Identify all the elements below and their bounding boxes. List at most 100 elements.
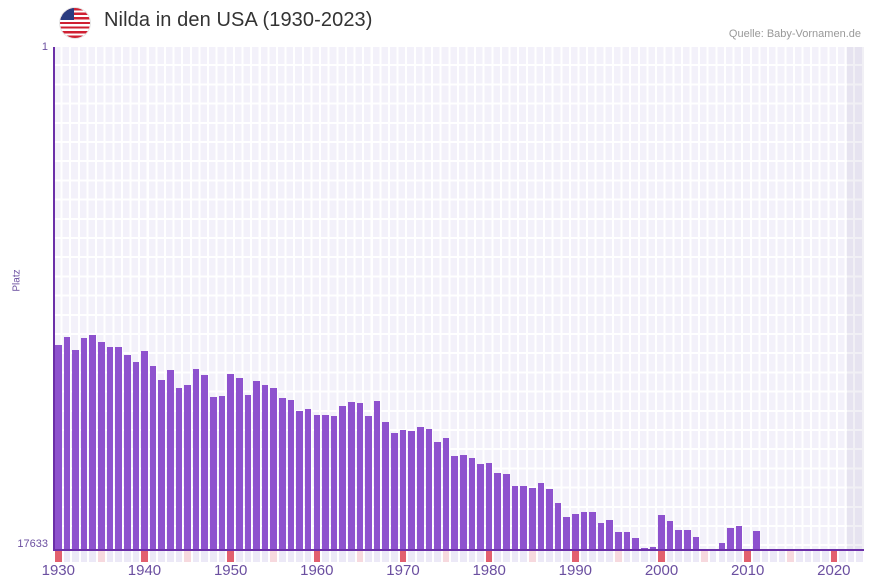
bar-1973[interactable] (425, 429, 433, 551)
bar-1989[interactable] (563, 517, 570, 551)
bar-2002[interactable] (675, 530, 683, 551)
bar-1996[interactable] (623, 532, 631, 551)
bar-1995[interactable] (615, 532, 622, 551)
bar-1968[interactable] (382, 422, 390, 551)
bar-1953[interactable] (253, 381, 260, 551)
bar-1955[interactable] (270, 388, 278, 551)
bar-1957[interactable] (287, 400, 295, 551)
bar-1992[interactable] (589, 512, 596, 551)
bar-1934[interactable] (89, 335, 97, 551)
bar-1933[interactable] (80, 338, 88, 551)
x-tick-1944 (175, 551, 183, 562)
x-tick-1964 (347, 551, 355, 562)
x-tick-2001 (666, 551, 674, 562)
bar-1950[interactable] (227, 374, 234, 551)
bar-1961[interactable] (322, 415, 329, 551)
bar-1938[interactable] (123, 355, 131, 551)
bar-1931[interactable] (63, 337, 71, 551)
bar-1963[interactable] (339, 406, 346, 551)
bar-1932[interactable] (72, 350, 79, 551)
bar-1966[interactable] (365, 416, 372, 551)
bar-1994[interactable] (606, 520, 614, 551)
bar-1943[interactable] (167, 370, 174, 551)
x-tick-2005 (701, 551, 708, 562)
bar-2009[interactable] (735, 526, 743, 551)
bar-2003[interactable] (684, 530, 691, 551)
bar-1969[interactable] (391, 433, 398, 551)
x-tick-1952 (244, 551, 252, 562)
bar-1991[interactable] (580, 512, 588, 551)
bar-1984[interactable] (520, 486, 527, 551)
bar-1952[interactable] (244, 395, 252, 551)
x-tick-1986 (537, 551, 545, 562)
bar-1962[interactable] (330, 416, 338, 551)
bar-1939[interactable] (132, 362, 140, 551)
bar-2004[interactable] (692, 537, 700, 551)
bar-1979[interactable] (477, 464, 484, 551)
bar-1949[interactable] (218, 396, 226, 551)
bar-1935[interactable] (98, 342, 105, 551)
x-tick-2017 (804, 551, 812, 562)
bar-1993[interactable] (597, 523, 605, 551)
bar-1985[interactable] (528, 488, 536, 551)
bar-1959[interactable] (304, 409, 312, 551)
bar-1980[interactable] (485, 463, 493, 551)
bar-1977[interactable] (460, 455, 467, 551)
bar-1930[interactable] (55, 345, 62, 551)
bar-1964[interactable] (347, 402, 355, 551)
bar-1958[interactable] (296, 411, 303, 551)
bar-1986[interactable] (537, 483, 545, 551)
x-tick-1961 (322, 551, 329, 562)
bar-1941[interactable] (149, 366, 157, 551)
x-tick-1998 (640, 551, 648, 562)
x-tick-1936 (106, 551, 114, 562)
bar-1982[interactable] (503, 474, 510, 551)
x-tick-1953 (253, 551, 260, 562)
bar-1965[interactable] (356, 403, 364, 551)
x-tick-2014 (778, 551, 786, 562)
bar-2011[interactable] (752, 531, 760, 551)
bar-1981[interactable] (494, 473, 502, 551)
x-tick-1939 (132, 551, 140, 562)
bar-1940[interactable] (141, 351, 148, 551)
x-tick-1994 (606, 551, 614, 562)
x-tick-1942 (158, 551, 165, 562)
bar-1948[interactable] (210, 397, 217, 551)
x-tick-1976 (451, 551, 458, 562)
x-tick-1989 (563, 551, 570, 562)
bar-1990[interactable] (572, 514, 579, 551)
bar-1983[interactable] (511, 486, 519, 551)
bar-1947[interactable] (201, 375, 209, 551)
bar-1956[interactable] (279, 398, 286, 551)
bar-2008[interactable] (727, 528, 734, 551)
x-tick-1993 (597, 551, 605, 562)
bar-2001[interactable] (666, 521, 674, 551)
bar-1967[interactable] (373, 401, 381, 551)
bar-1978[interactable] (468, 458, 476, 551)
x-tick-1981 (494, 551, 502, 562)
x-tick-1957 (287, 551, 295, 562)
bar-1944[interactable] (175, 388, 183, 551)
x-tick-1991 (580, 551, 588, 562)
bar-1936[interactable] (106, 347, 114, 551)
bar-1946[interactable] (192, 369, 200, 551)
bar-1942[interactable] (158, 380, 165, 551)
bar-1970[interactable] (399, 430, 407, 551)
bar-1976[interactable] (451, 456, 458, 551)
bar-1975[interactable] (442, 438, 450, 551)
bar-1937[interactable] (115, 347, 122, 551)
bar-1954[interactable] (261, 385, 269, 551)
x-tick-1951 (235, 551, 243, 562)
bar-1945[interactable] (184, 385, 191, 551)
bar-1971[interactable] (408, 431, 415, 551)
bar-1951[interactable] (235, 378, 243, 551)
bar-1997[interactable] (632, 538, 639, 551)
page-title: Nilda in den USA (1930-2023) (104, 9, 373, 31)
bar-1972[interactable] (416, 427, 424, 551)
bar-1960[interactable] (313, 415, 321, 551)
bar-1974[interactable] (434, 442, 441, 551)
bar-2000[interactable] (658, 515, 665, 551)
bar-1988[interactable] (554, 503, 562, 551)
bar-1987[interactable] (546, 489, 553, 551)
bar-2007[interactable] (718, 543, 726, 551)
